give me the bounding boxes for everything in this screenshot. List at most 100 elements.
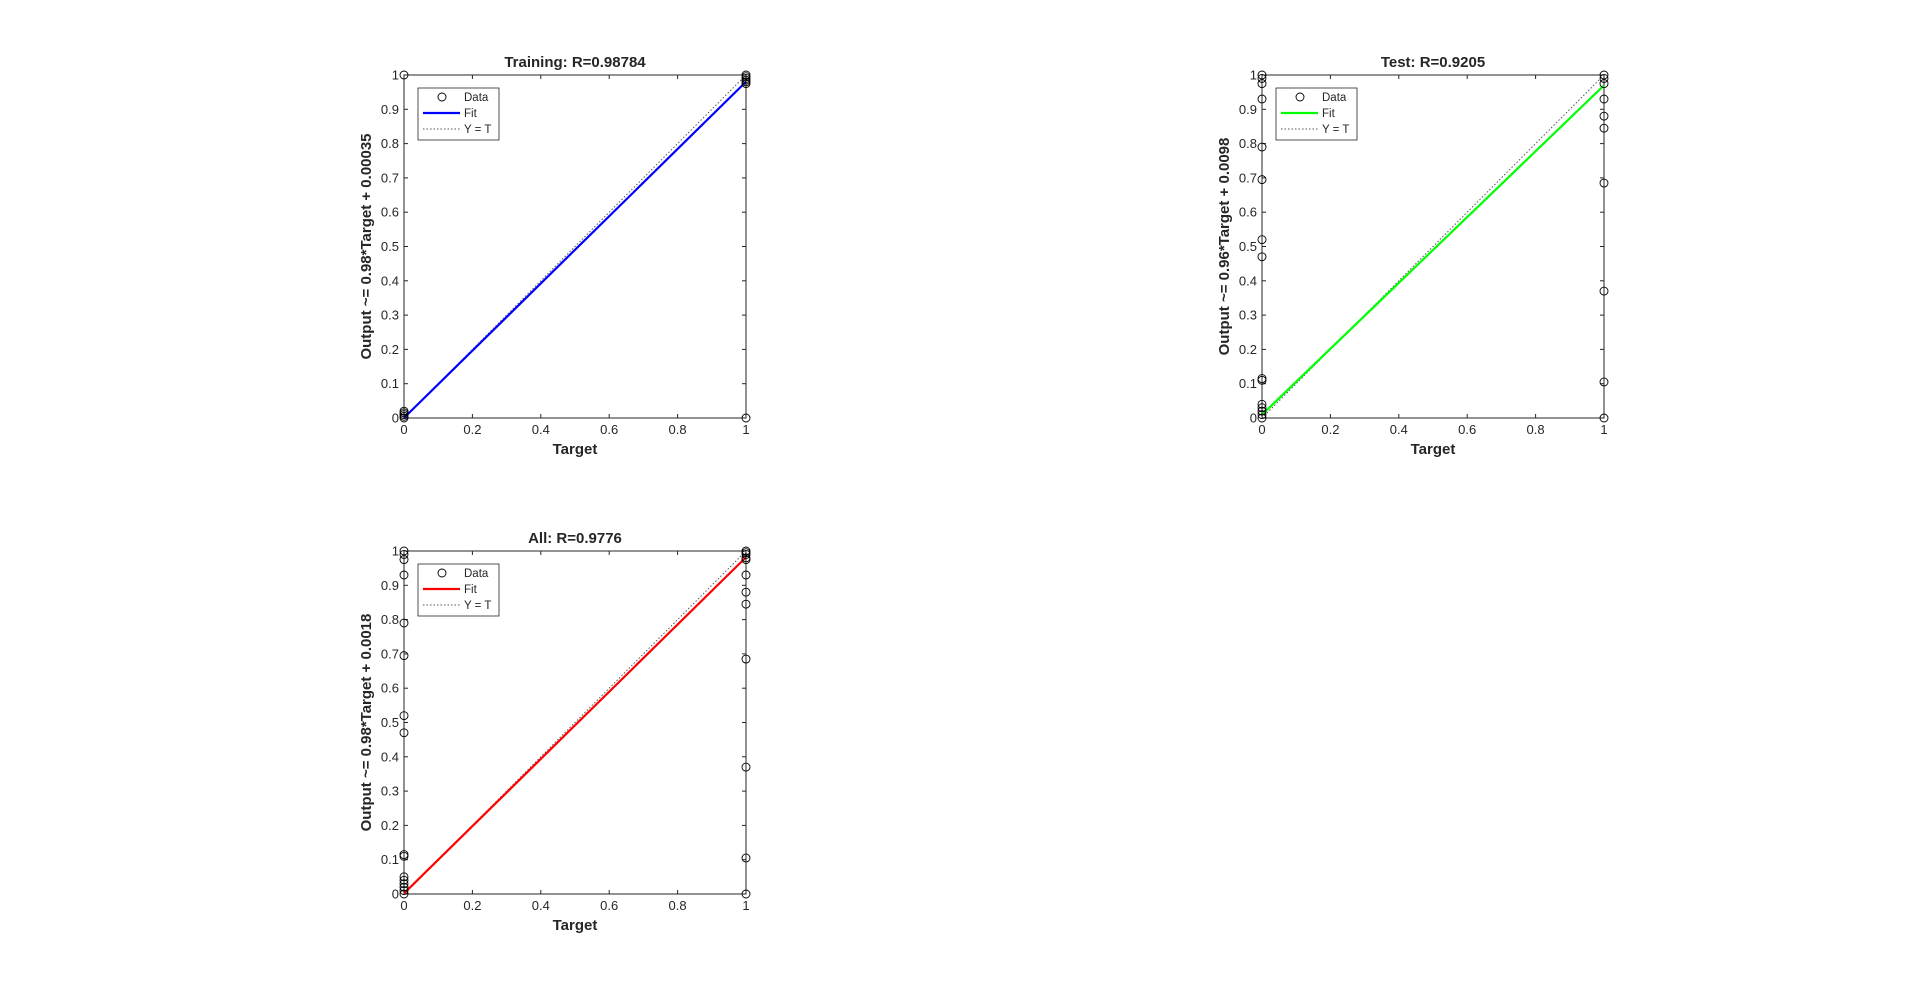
y-tick-label: 0.6 bbox=[381, 205, 399, 220]
data-point bbox=[1599, 73, 1609, 83]
data-point bbox=[741, 654, 751, 664]
y-tick-label: 0.1 bbox=[1239, 376, 1257, 391]
data-point bbox=[1257, 252, 1267, 262]
data-point bbox=[1257, 70, 1267, 80]
x-tick-label: 0.6 bbox=[600, 422, 618, 437]
x-tick-label: 0.8 bbox=[1527, 422, 1545, 437]
y-tick-label: 0.4 bbox=[381, 749, 399, 764]
data-point bbox=[399, 879, 409, 889]
data-point bbox=[1257, 403, 1267, 413]
data-point bbox=[741, 553, 751, 563]
fit-line bbox=[403, 80, 747, 419]
data-point bbox=[1599, 178, 1609, 188]
data-point bbox=[741, 762, 751, 772]
y-tick-label: 0.7 bbox=[1239, 170, 1257, 185]
regression-plot-training: 0 0.2 0.4 0.6 0.8 1 0 0.1 0.2 0.3 0.4 0.5 0.6 0.7 0.8 0… bbox=[358, 54, 751, 458]
y-axis-label: Output ~= 0.96*Target + 0.0098 bbox=[1216, 138, 1233, 356]
plot-title: Training: R=0.98784 bbox=[504, 54, 646, 71]
y-tick-label: 0.7 bbox=[381, 170, 399, 185]
y-axis-label: Output ~= 0.98*Target + 0.0018 bbox=[358, 614, 375, 832]
x-axis-label: Target bbox=[553, 917, 598, 934]
data-point bbox=[1257, 413, 1267, 423]
data-point bbox=[1257, 406, 1267, 416]
fit-line bbox=[403, 556, 747, 895]
x-tick-label: 0 bbox=[1258, 422, 1265, 437]
x-axis-label: Target bbox=[553, 441, 598, 458]
x-tick-label: 0.8 bbox=[669, 898, 687, 913]
data-point bbox=[1599, 286, 1609, 296]
x-tick-label: 0.2 bbox=[463, 898, 481, 913]
y-tick-label: 1 bbox=[392, 544, 399, 559]
data-point bbox=[399, 570, 409, 580]
legend: Data Fit Y = T bbox=[417, 563, 500, 617]
data-point bbox=[399, 406, 409, 416]
y-tick-label: 0.5 bbox=[381, 715, 399, 730]
data-point bbox=[741, 546, 751, 556]
data-point bbox=[399, 850, 409, 860]
data-point bbox=[1599, 70, 1609, 80]
data-point bbox=[399, 70, 409, 80]
data-point bbox=[1257, 175, 1267, 185]
x-tick-label: 0 bbox=[400, 422, 407, 437]
data-point bbox=[1257, 142, 1267, 152]
data-point bbox=[1599, 94, 1609, 104]
x-tick-label: 0.4 bbox=[532, 422, 550, 437]
data-point bbox=[399, 882, 409, 892]
legend-entry: Y = T bbox=[464, 124, 491, 136]
legend: Data Fit Y = T bbox=[417, 87, 500, 141]
plot-title: All: R=0.9776 bbox=[528, 530, 622, 547]
regression-plot-test: 0 0.2 0.4 0.6 0.8 1 0 0.1 0.2 0.3 0.4 0.5 0.6 0.7 0.8 0… bbox=[1216, 54, 1609, 458]
data-point bbox=[1257, 235, 1267, 245]
data-point bbox=[741, 413, 751, 423]
data-point bbox=[1257, 94, 1267, 104]
y-tick-label: 0.4 bbox=[1239, 273, 1257, 288]
x-tick-label: 0.6 bbox=[1458, 422, 1476, 437]
data-point bbox=[399, 889, 409, 899]
y-axis-label: Output ~= 0.98*Target + 0.00035 bbox=[358, 133, 375, 359]
y-tick-label: 0.3 bbox=[381, 308, 399, 323]
data-point bbox=[399, 886, 409, 896]
y-tick-label: 0.3 bbox=[1239, 308, 1257, 323]
x-tick-label: 0.4 bbox=[532, 898, 550, 913]
y-tick-label: 0.8 bbox=[381, 612, 399, 627]
y-tick-label: 0.2 bbox=[381, 342, 399, 357]
x-axis-label: Target bbox=[1411, 441, 1456, 458]
data-point bbox=[741, 599, 751, 609]
legend-entry: Data bbox=[464, 568, 489, 580]
legend-marker-data bbox=[437, 92, 447, 102]
y-tick-label: 0.3 bbox=[381, 784, 399, 799]
data-point bbox=[399, 555, 409, 565]
data-point bbox=[741, 853, 751, 863]
data-point bbox=[399, 875, 409, 885]
x-tick-label: 0.2 bbox=[463, 422, 481, 437]
y-tick-label: 1 bbox=[1250, 68, 1257, 83]
data-point bbox=[1257, 410, 1267, 420]
x-tick-label: 1 bbox=[1600, 422, 1607, 437]
y-tick-label: 0 bbox=[392, 411, 399, 426]
data-point bbox=[399, 728, 409, 738]
y-tick-label: 0.8 bbox=[1239, 136, 1257, 151]
data-point bbox=[399, 711, 409, 721]
y-tick-label: 0.1 bbox=[381, 376, 399, 391]
data-point bbox=[741, 70, 751, 80]
x-tick-label: 0.2 bbox=[1321, 422, 1339, 437]
y-tick-label: 0.1 bbox=[381, 852, 399, 867]
data-point bbox=[741, 889, 751, 899]
data-point bbox=[1599, 79, 1609, 89]
x-tick-label: 0 bbox=[400, 898, 407, 913]
data-point bbox=[1599, 111, 1609, 121]
regression-plot-all: 0 0.2 0.4 0.6 0.8 1 0 0.1 0.2 0.3 0.4 0.5 0.6 0.7 0.8 0… bbox=[358, 530, 751, 934]
y-tick-label: 0.2 bbox=[1239, 342, 1257, 357]
data-point bbox=[399, 618, 409, 628]
x-tick-label: 0.4 bbox=[1390, 422, 1408, 437]
legend-entry: Data bbox=[1322, 92, 1347, 104]
plot-title: Test: R=0.9205 bbox=[1381, 54, 1485, 71]
legend-marker-data bbox=[1295, 92, 1305, 102]
y-tick-label: 1 bbox=[392, 68, 399, 83]
data-point bbox=[1257, 399, 1267, 409]
data-point bbox=[1257, 79, 1267, 89]
y-tick-label: 0 bbox=[392, 887, 399, 902]
data-point bbox=[399, 546, 409, 556]
data-point bbox=[1257, 374, 1267, 384]
